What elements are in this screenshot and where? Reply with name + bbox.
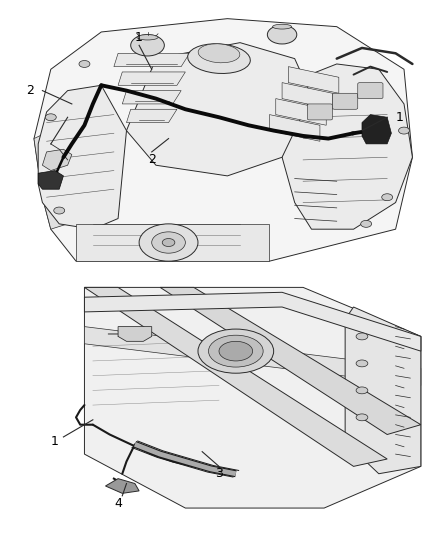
Circle shape xyxy=(356,387,368,394)
Polygon shape xyxy=(85,287,421,508)
Circle shape xyxy=(399,127,410,134)
Circle shape xyxy=(79,60,90,68)
Text: 1: 1 xyxy=(135,31,143,44)
Polygon shape xyxy=(127,109,177,123)
Polygon shape xyxy=(122,91,181,104)
Circle shape xyxy=(131,35,164,56)
Polygon shape xyxy=(106,479,139,494)
Polygon shape xyxy=(160,287,421,434)
Circle shape xyxy=(382,193,392,200)
Circle shape xyxy=(198,329,274,373)
Polygon shape xyxy=(114,53,190,67)
Polygon shape xyxy=(85,327,421,385)
Circle shape xyxy=(267,25,297,44)
Circle shape xyxy=(356,360,368,367)
Polygon shape xyxy=(282,64,413,229)
Text: 4: 4 xyxy=(114,497,122,510)
Polygon shape xyxy=(362,115,392,144)
Polygon shape xyxy=(276,99,326,125)
Circle shape xyxy=(208,335,263,367)
Text: 2: 2 xyxy=(26,84,34,97)
Circle shape xyxy=(162,239,175,247)
Circle shape xyxy=(54,207,65,214)
Polygon shape xyxy=(85,287,387,466)
Circle shape xyxy=(139,224,198,261)
Text: 1: 1 xyxy=(51,435,59,448)
Polygon shape xyxy=(269,115,320,141)
Polygon shape xyxy=(76,224,269,261)
Text: 2: 2 xyxy=(148,154,155,166)
Text: 1: 1 xyxy=(396,111,404,124)
Ellipse shape xyxy=(198,44,240,63)
FancyBboxPatch shape xyxy=(332,93,358,109)
Polygon shape xyxy=(85,292,421,351)
Circle shape xyxy=(152,232,185,253)
FancyBboxPatch shape xyxy=(307,104,332,120)
Ellipse shape xyxy=(272,24,292,29)
Circle shape xyxy=(356,333,368,340)
Polygon shape xyxy=(38,171,64,189)
Circle shape xyxy=(361,221,371,227)
Text: 3: 3 xyxy=(215,467,223,480)
Polygon shape xyxy=(118,327,152,341)
Ellipse shape xyxy=(137,35,158,40)
Polygon shape xyxy=(38,85,127,229)
Circle shape xyxy=(219,341,253,361)
FancyBboxPatch shape xyxy=(358,83,383,99)
Ellipse shape xyxy=(188,44,250,74)
Polygon shape xyxy=(282,83,332,109)
Polygon shape xyxy=(34,19,413,261)
Polygon shape xyxy=(118,72,185,85)
Polygon shape xyxy=(34,131,67,229)
Polygon shape xyxy=(42,149,72,171)
Polygon shape xyxy=(288,67,339,93)
Polygon shape xyxy=(345,307,421,474)
Polygon shape xyxy=(127,43,311,176)
Circle shape xyxy=(46,114,56,120)
Circle shape xyxy=(356,414,368,421)
